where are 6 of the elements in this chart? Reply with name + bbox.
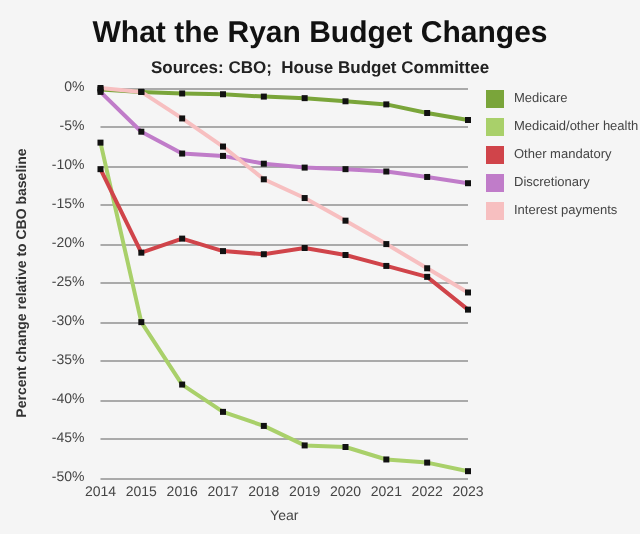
- chart-title: What the Ryan Budget Changes: [92, 16, 548, 50]
- line-series: [97, 166, 471, 313]
- line-series: [97, 85, 471, 296]
- chart-subtitle: Sources: CBO; House Budget Committee: [150, 57, 490, 77]
- line-series: [97, 88, 471, 187]
- line-series: [97, 86, 471, 123]
